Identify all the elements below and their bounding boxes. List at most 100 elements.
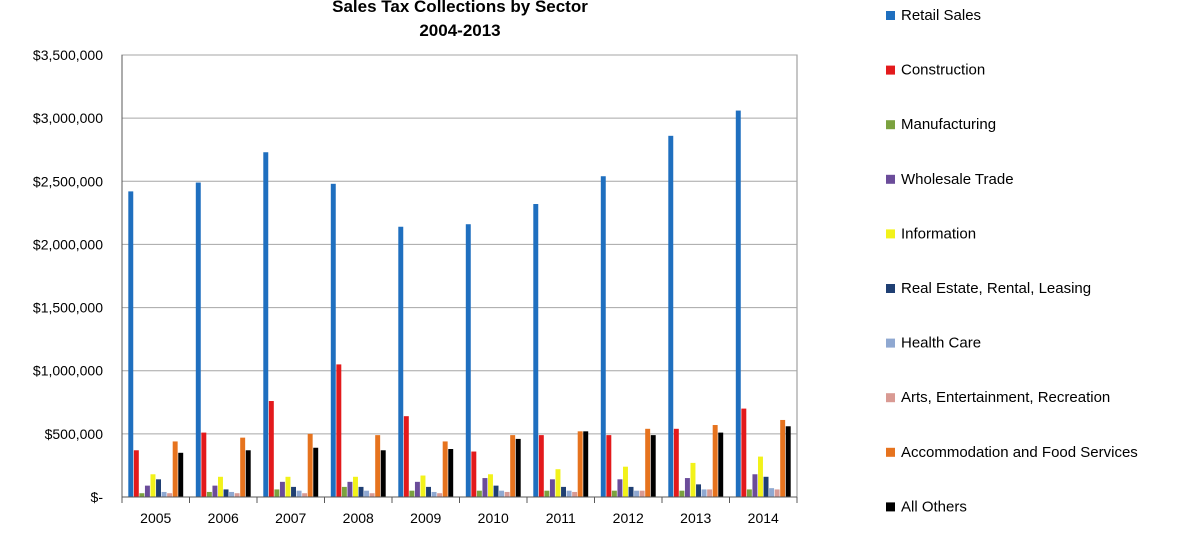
y-tick-label: $500,000 bbox=[45, 426, 104, 442]
bar-arts-entertainment-recreation-2011 bbox=[572, 491, 578, 497]
bar-all-others-2012 bbox=[650, 435, 656, 497]
legend-label-arts-entertainment-recreation: Arts, Entertainment, Recreation bbox=[901, 389, 1110, 406]
y-tick-label: $1,500,000 bbox=[33, 300, 103, 316]
bar-retail-sales-2006 bbox=[195, 182, 201, 497]
bar-real-estate-rental-leasing-2012 bbox=[628, 486, 634, 497]
bar-real-estate-rental-leasing-2009 bbox=[426, 486, 431, 497]
legend-label-accommodation-and-food-services: Accommodation and Food Services bbox=[901, 444, 1138, 461]
bar-all-others-2009 bbox=[448, 449, 454, 497]
y-tick-label: $- bbox=[91, 489, 104, 505]
bar-information-2008 bbox=[353, 476, 358, 497]
bars bbox=[128, 110, 791, 498]
bar-wholesale-trade-2009 bbox=[414, 481, 420, 497]
bar-wholesale-trade-2006 bbox=[212, 485, 218, 497]
bar-manufacturing-2014 bbox=[746, 489, 752, 497]
bar-construction-2007 bbox=[268, 401, 274, 497]
bar-manufacturing-2008 bbox=[341, 486, 347, 497]
x-tick-labels: 2005 2006 2007 2008 2009 2010 2011 2012 2013 2014 bbox=[140, 510, 779, 526]
bar-arts-entertainment-recreation-2014 bbox=[774, 489, 780, 497]
bar-information-2006 bbox=[218, 476, 223, 497]
y-tick-label: $3,500,000 bbox=[33, 47, 103, 63]
bar-construction-2009 bbox=[403, 416, 409, 497]
bar-wholesale-trade-2014 bbox=[752, 474, 758, 497]
x-tick-label: 2006 bbox=[208, 510, 239, 526]
bar-health-care-2007 bbox=[296, 490, 302, 497]
bar-retail-sales-2008 bbox=[330, 183, 336, 497]
bar-all-others-2008 bbox=[380, 450, 386, 497]
legend-label-real-estate-rental-leasing: Real Estate, Rental, Leasing bbox=[901, 280, 1091, 297]
bar-real-estate-rental-leasing-2011 bbox=[561, 486, 566, 497]
plot-frame bbox=[121, 54, 798, 498]
bar-construction-2008 bbox=[336, 364, 342, 497]
chart-title-line-2: 2004-2013 bbox=[419, 21, 500, 40]
x-tick-label: 2005 bbox=[140, 510, 171, 526]
legend-swatch-wholesale-trade bbox=[886, 174, 895, 184]
bar-health-care-2005 bbox=[161, 491, 167, 497]
gridlines bbox=[122, 54, 797, 435]
bar-information-2013 bbox=[690, 462, 696, 497]
bar-manufacturing-2006 bbox=[206, 491, 212, 497]
bar-information-2011 bbox=[555, 469, 561, 497]
bar-real-estate-rental-leasing-2013 bbox=[696, 484, 701, 497]
bar-construction-2006 bbox=[201, 432, 207, 497]
bar-information-2012 bbox=[623, 466, 628, 497]
bar-health-care-2008 bbox=[364, 490, 370, 497]
legend-label-information: Information bbox=[901, 225, 976, 242]
bar-accommodation-and-food-services-2007 bbox=[307, 433, 313, 497]
bar-accommodation-and-food-services-2005 bbox=[172, 441, 178, 497]
bar-real-estate-rental-leasing-2008 bbox=[358, 486, 364, 497]
x-tick-label: 2013 bbox=[680, 510, 711, 526]
bar-arts-entertainment-recreation-2005 bbox=[167, 493, 173, 497]
x-tick-label: 2011 bbox=[546, 510, 576, 526]
bar-health-care-2006 bbox=[229, 491, 235, 497]
legend-swatch-manufacturing bbox=[886, 120, 895, 130]
bar-wholesale-trade-2005 bbox=[144, 485, 150, 497]
axes bbox=[121, 55, 798, 503]
legend-label-wholesale-trade: Wholesale Trade bbox=[901, 171, 1014, 188]
bar-health-care-2009 bbox=[431, 491, 437, 497]
bar-manufacturing-2013 bbox=[679, 490, 685, 497]
legend-swatch-information bbox=[886, 229, 895, 239]
bar-all-others-2007 bbox=[313, 447, 319, 497]
bar-health-care-2011 bbox=[566, 490, 572, 497]
x-tick-label: 2010 bbox=[478, 510, 509, 526]
y-tick-labels: $- $500,000 $1,000,000 $1,500,000 $2,000,000… bbox=[33, 47, 103, 505]
bar-all-others-2006 bbox=[245, 450, 251, 497]
bar-wholesale-trade-2011 bbox=[549, 479, 555, 497]
legend-swatch-arts-entertainment-recreation bbox=[886, 393, 895, 403]
x-tick-label: 2012 bbox=[613, 510, 644, 526]
legend: Retail Sales Construction Manufacturing Who… bbox=[886, 7, 1138, 515]
legend-label-construction: Construction bbox=[901, 62, 985, 79]
bar-wholesale-trade-2013 bbox=[684, 478, 690, 497]
bar-arts-entertainment-recreation-2006 bbox=[234, 493, 240, 497]
bar-all-others-2010 bbox=[515, 438, 521, 497]
bar-accommodation-and-food-services-2014 bbox=[780, 419, 786, 497]
bar-wholesale-trade-2007 bbox=[279, 481, 285, 497]
legend-swatch-health-care bbox=[886, 338, 895, 348]
legend-swatch-real-estate-rental-leasing bbox=[886, 284, 895, 293]
bar-wholesale-trade-2010 bbox=[482, 478, 488, 497]
bar-accommodation-and-food-services-2013 bbox=[712, 425, 718, 497]
bar-accommodation-and-food-services-2012 bbox=[645, 428, 651, 497]
bar-arts-entertainment-recreation-2010 bbox=[504, 491, 510, 497]
legend-swatch-all-others bbox=[886, 502, 895, 512]
bar-retail-sales-2014 bbox=[735, 110, 741, 498]
bar-all-others-2005 bbox=[178, 452, 184, 497]
bar-arts-entertainment-recreation-2012 bbox=[639, 490, 645, 497]
bar-arts-entertainment-recreation-2008 bbox=[369, 493, 375, 497]
y-tick-label: $2,000,000 bbox=[33, 236, 103, 252]
bar-arts-entertainment-recreation-2009 bbox=[437, 493, 443, 497]
bar-accommodation-and-food-services-2011 bbox=[577, 431, 583, 497]
bar-retail-sales-2013 bbox=[668, 135, 674, 497]
bar-information-2014 bbox=[758, 456, 763, 497]
bar-retail-sales-2012 bbox=[600, 176, 606, 497]
bar-accommodation-and-food-services-2010 bbox=[510, 435, 516, 497]
bar-manufacturing-2010 bbox=[476, 490, 482, 497]
bar-retail-sales-2007 bbox=[263, 152, 269, 498]
bar-real-estate-rental-leasing-2005 bbox=[156, 479, 161, 497]
bar-construction-2011 bbox=[538, 435, 544, 497]
bar-construction-2010 bbox=[471, 451, 477, 497]
bar-information-2009 bbox=[420, 475, 426, 497]
